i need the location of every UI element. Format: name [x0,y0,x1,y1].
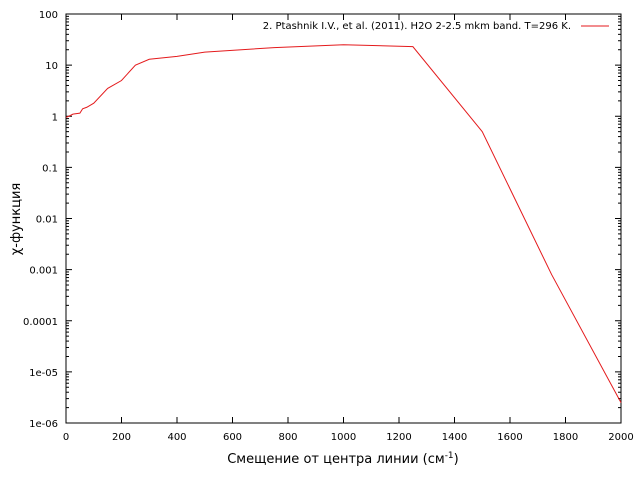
x-tick-label: 200 [112,432,131,443]
y-axis-label: χ-функция [9,183,24,255]
y-tick-label: 0.0001 [23,317,58,328]
series-line [65,44,622,403]
plot-area-border [65,13,622,424]
plot-frame [65,13,622,424]
y-tick-label: 10 [45,61,58,72]
x-tick-label: 800 [278,432,297,443]
x-tick-label: 400 [167,432,186,443]
legend: 2. Ptashnik I.V., et al. (2011). H2O 2-2… [263,21,609,32]
x-tick-label: 1200 [386,432,411,443]
x-tick-label: 1400 [442,432,467,443]
series-lines [65,44,622,403]
y-tick-label: 0.01 [36,215,58,226]
y-tick-label: 0.1 [42,163,58,174]
x-axis-label: Смещение от центра линии (см-1) [227,451,459,467]
x-tick-label: 0 [63,432,69,443]
x-axis-label-main: Смещение от центра линии (см [227,452,444,467]
x-tick-label: 1800 [553,432,578,443]
y-tick-label: 0.001 [29,266,58,277]
x-axis-label-superscript: -1 [445,451,454,461]
x-tick-label: 2000 [608,432,633,443]
legend-label: 2. Ptashnik I.V., et al. (2011). H2O 2-2… [263,21,571,32]
y-tick-label: 1e-06 [29,419,58,430]
x-tick-label: 1600 [497,432,522,443]
y-axis-ticks: 1e-06 1e-05 0.0001 0.001 0.01 0.1 1 10 100 [23,10,621,430]
y-tick-label: 1e-05 [29,368,58,379]
x-axis-label-tail: ) [454,452,459,467]
x-tick-label: 600 [223,432,242,443]
y-tick-label: 1 [52,112,58,123]
x-axis-ticks: 0 200 400 600 800 1000 1200 1400 1600 1800 2000 [63,14,634,443]
x-tick-label: 1000 [331,432,356,443]
y-tick-label: 100 [39,10,58,21]
